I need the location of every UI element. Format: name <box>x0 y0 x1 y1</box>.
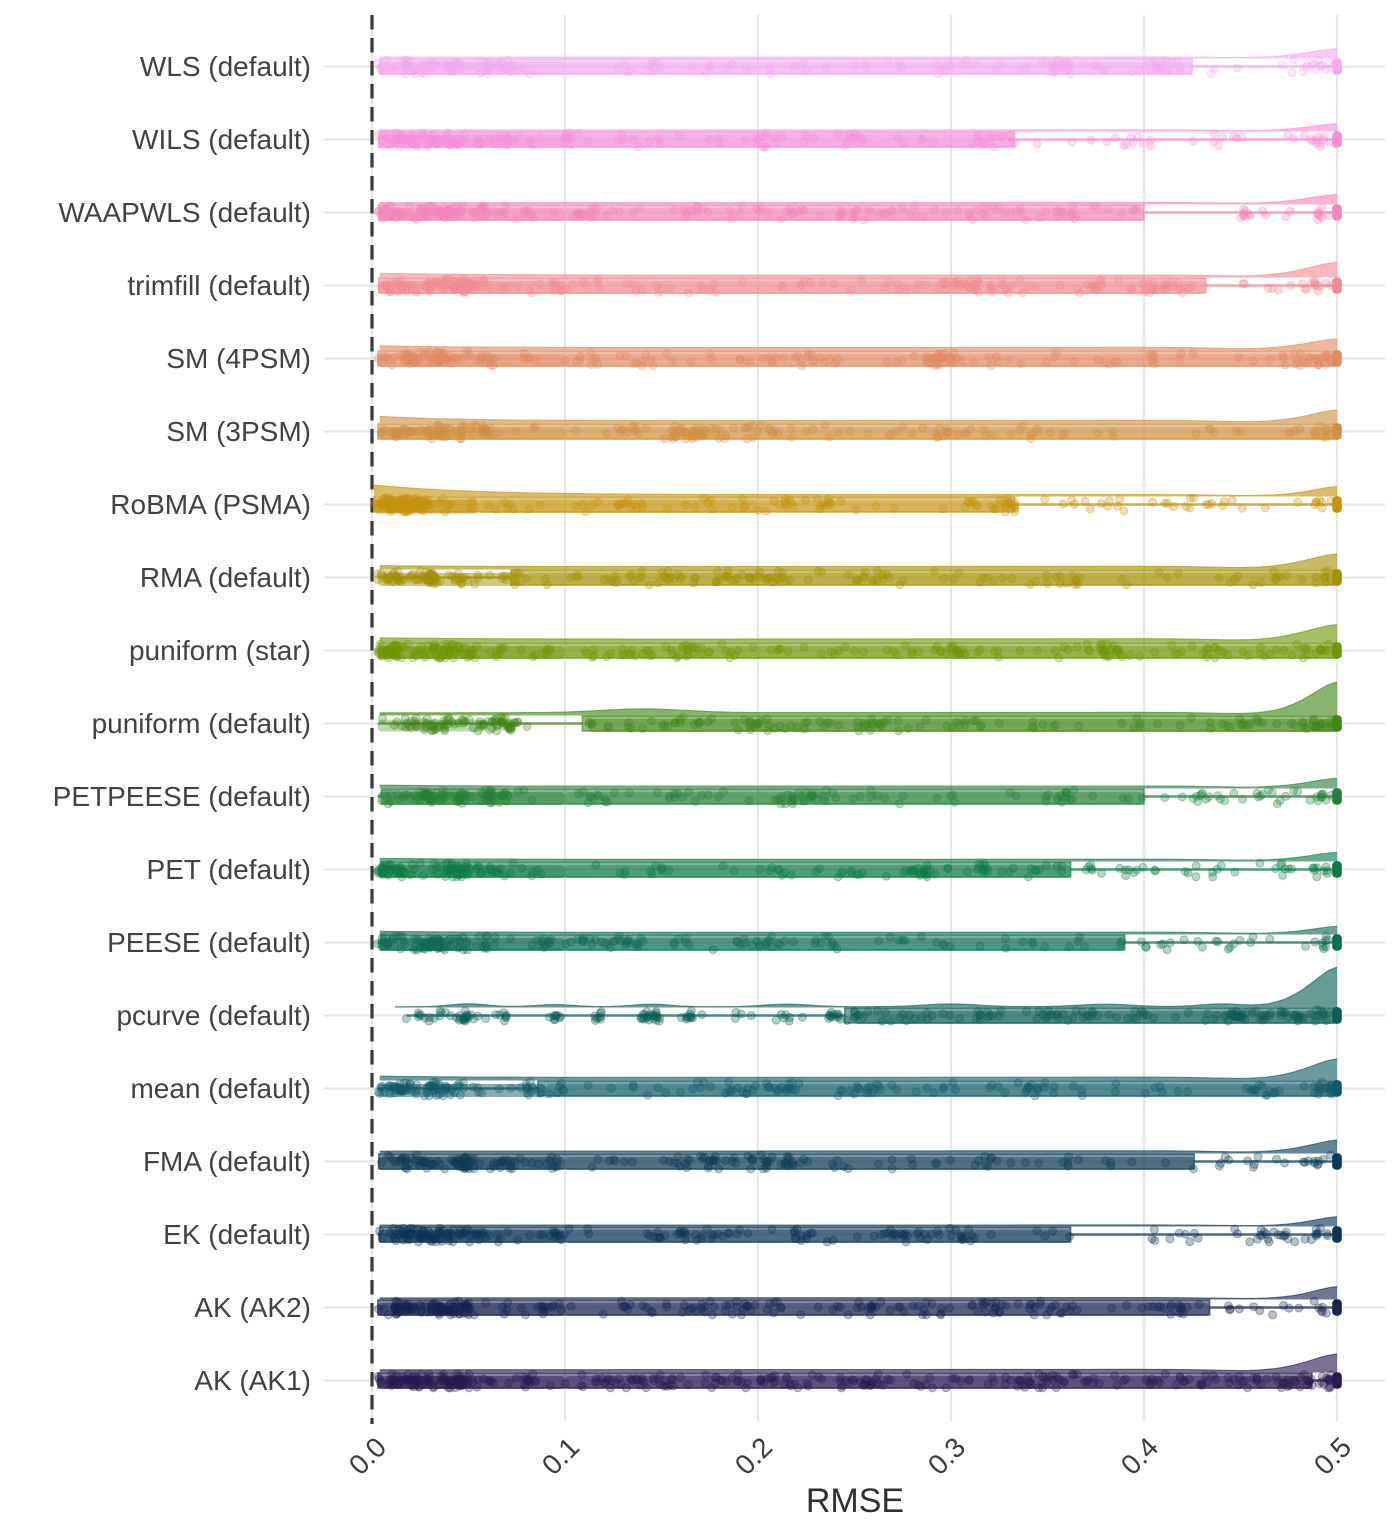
svg-text:SM (3PSM): SM (3PSM) <box>166 416 311 447</box>
svg-text:AK (AK1): AK (AK1) <box>194 1365 311 1396</box>
svg-text:WILS (default): WILS (default) <box>132 124 311 155</box>
svg-text:PETPEESE (default): PETPEESE (default) <box>53 781 311 812</box>
svg-text:mean (default): mean (default) <box>130 1073 311 1104</box>
svg-text:puniform (default): puniform (default) <box>92 708 311 739</box>
svg-text:SM (4PSM): SM (4PSM) <box>166 343 311 374</box>
svg-text:RMSE: RMSE <box>806 1482 904 1520</box>
svg-text:puniform (star): puniform (star) <box>129 635 311 666</box>
svg-text:trimfill (default): trimfill (default) <box>127 270 311 301</box>
svg-text:EK (default): EK (default) <box>163 1219 311 1250</box>
svg-text:FMA (default): FMA (default) <box>143 1146 311 1177</box>
svg-text:PET (default): PET (default) <box>147 854 311 885</box>
svg-text:RoBMA (PSMA): RoBMA (PSMA) <box>110 489 311 520</box>
svg-text:RMA (default): RMA (default) <box>140 562 311 593</box>
svg-text:pcurve (default): pcurve (default) <box>116 1000 311 1031</box>
svg-text:PEESE (default): PEESE (default) <box>107 927 311 958</box>
svg-text:WAAPWLS (default): WAAPWLS (default) <box>58 197 311 228</box>
svg-text:WLS (default): WLS (default) <box>140 51 311 82</box>
svg-text:AK (AK2): AK (AK2) <box>194 1292 311 1323</box>
